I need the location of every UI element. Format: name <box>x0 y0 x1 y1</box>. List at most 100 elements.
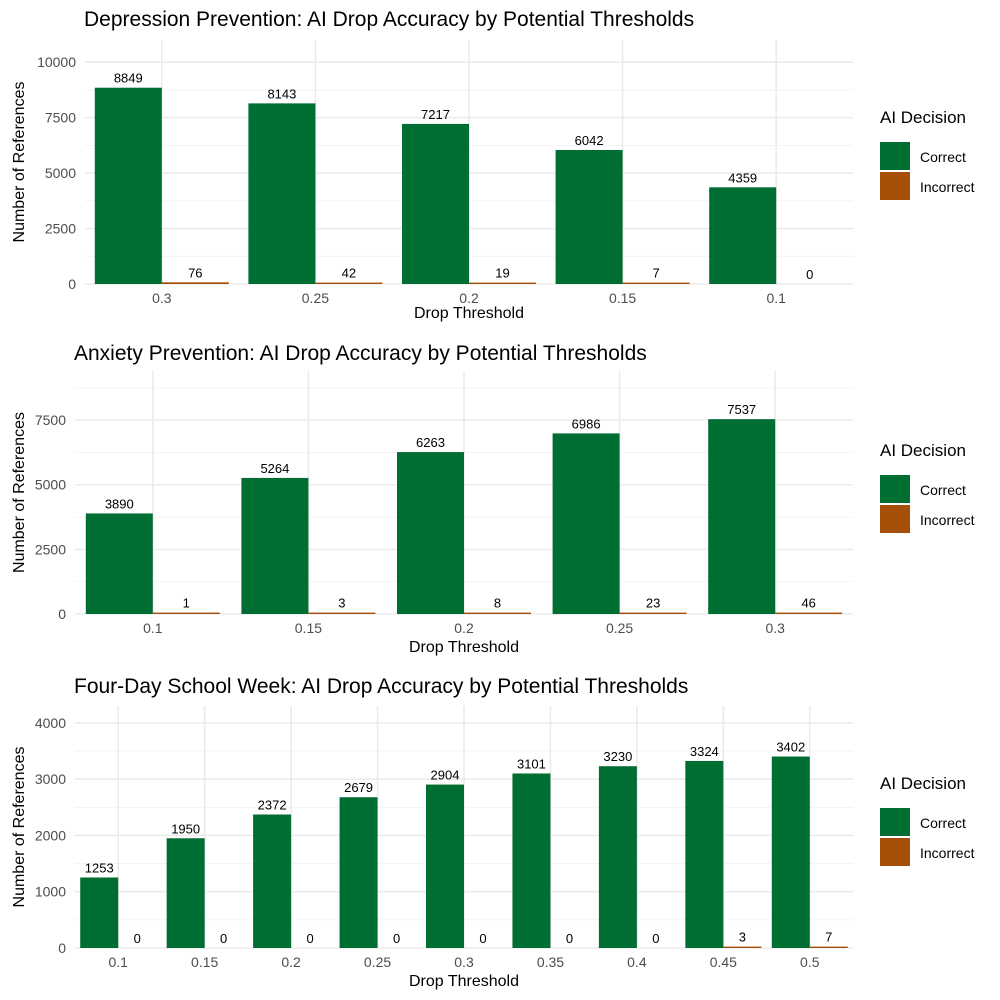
value-label-correct: 3101 <box>517 756 546 771</box>
value-label-correct: 4359 <box>728 170 757 185</box>
bar-correct <box>402 123 469 284</box>
bar-incorrect <box>809 946 848 948</box>
value-label-incorrect: 0 <box>220 931 227 946</box>
value-label-correct: 3230 <box>603 749 632 764</box>
x-tick-label: 0.3 <box>765 620 785 636</box>
y-tick-label: 0 <box>68 276 76 292</box>
bar-correct <box>339 797 378 948</box>
bar-correct <box>685 760 724 948</box>
legend-label-correct: Correct <box>920 815 966 831</box>
bar-correct <box>80 877 119 948</box>
value-label-correct: 8143 <box>267 86 296 101</box>
value-label-correct: 3324 <box>690 744 719 759</box>
chart-title: Depression Prevention: AI Drop Accuracy … <box>84 8 694 31</box>
value-label-correct: 7217 <box>421 107 450 122</box>
bar-incorrect <box>775 612 843 614</box>
y-axis-title: Number of References <box>11 412 28 573</box>
value-label-correct: 2904 <box>431 768 460 783</box>
value-label-incorrect: 23 <box>646 596 660 611</box>
legend-label-incorrect: Incorrect <box>920 179 975 195</box>
x-tick-label: 0.3 <box>454 954 474 970</box>
legend-swatch-incorrect <box>880 172 910 200</box>
y-tick-label: 4000 <box>35 715 66 731</box>
y-axis-title: Number of References <box>11 747 28 908</box>
y-tick-label: 3000 <box>35 771 66 787</box>
bar-correct <box>248 103 316 285</box>
bar-correct <box>166 838 205 948</box>
x-tick-label: 0.2 <box>281 954 301 970</box>
legend: AI Decision Correct Incorrect <box>880 774 975 866</box>
legend-swatch-incorrect <box>880 838 910 866</box>
bar-incorrect <box>315 282 383 284</box>
anxiety-prevention-chart: 0 2500 5000 7500 0.1 0.15 0.2 0.25 0.3 3890 1 5264 3… <box>11 342 975 656</box>
chart-title: Four-Day School Week: AI Drop Accuracy b… <box>74 675 688 698</box>
bar-correct <box>253 814 292 948</box>
x-tick-label: 0.5 <box>800 954 820 970</box>
legend-label-incorrect: Incorrect <box>920 512 975 528</box>
legend-label-correct: Correct <box>920 149 966 165</box>
x-axis-title: Drop Threshold <box>414 305 524 322</box>
x-tick-label: 0.25 <box>364 954 391 970</box>
y-tick-label: 7500 <box>35 412 66 428</box>
bar-correct <box>397 452 464 614</box>
bar-correct <box>709 187 777 284</box>
bar-incorrect <box>723 946 762 948</box>
value-label-correct: 8849 <box>114 71 143 86</box>
bar-incorrect <box>308 612 376 614</box>
bar-incorrect <box>464 612 531 614</box>
x-tick-label: 0.15 <box>609 290 636 306</box>
bar-correct <box>552 433 620 614</box>
y-tick-label: 5000 <box>45 165 76 181</box>
y-axis-title: Number of References <box>11 82 28 243</box>
value-label-incorrect: 1 <box>183 596 190 611</box>
bar-correct <box>426 784 464 948</box>
chart-title: Anxiety Prevention: AI Drop Accuracy by … <box>74 342 647 365</box>
value-label-correct: 5264 <box>260 461 289 476</box>
bar-incorrect <box>161 282 229 284</box>
x-tick-label: 0.2 <box>459 290 479 306</box>
y-tick-label: 7500 <box>45 110 76 126</box>
x-tick-label: 0.1 <box>108 954 128 970</box>
y-tick-label: 10000 <box>37 54 76 70</box>
value-label-correct: 2679 <box>344 780 373 795</box>
value-label-correct: 6263 <box>416 435 445 450</box>
value-label-correct: 6986 <box>572 416 601 431</box>
x-axis-title: Drop Threshold <box>409 973 519 990</box>
x-tick-label: 0.25 <box>302 290 329 306</box>
bar-correct <box>241 477 309 614</box>
y-tick-label: 0 <box>58 606 66 622</box>
legend-label-incorrect: Incorrect <box>920 845 975 861</box>
bar-correct <box>555 149 623 284</box>
legend: AI Decision Correct Incorrect <box>880 108 975 200</box>
value-label-incorrect: 76 <box>188 265 202 280</box>
bar-correct <box>708 419 776 614</box>
value-label-incorrect: 0 <box>134 931 141 946</box>
value-label-correct: 3402 <box>776 740 805 755</box>
bar-correct <box>771 756 810 948</box>
bar-correct <box>94 87 162 284</box>
y-tick-label: 2500 <box>35 541 66 557</box>
x-tick-label: 0.25 <box>606 620 633 636</box>
value-label-correct: 1950 <box>171 821 200 836</box>
y-tick-label: 1000 <box>35 884 66 900</box>
x-axis-title: Drop Threshold <box>409 639 519 656</box>
value-label-incorrect: 7 <box>825 930 832 945</box>
bar-correct <box>598 766 637 948</box>
y-tick-label: 2000 <box>35 827 66 843</box>
value-label-incorrect: 0 <box>393 931 400 946</box>
value-label-incorrect: 8 <box>494 596 501 611</box>
value-label-correct: 3890 <box>105 496 134 511</box>
value-label-incorrect: 0 <box>479 931 486 946</box>
x-tick-label: 0.15 <box>191 954 218 970</box>
value-label-incorrect: 0 <box>652 931 659 946</box>
value-label-correct: 1253 <box>85 860 114 875</box>
bar-incorrect <box>152 612 220 614</box>
bar-correct <box>85 513 153 614</box>
x-tick-label: 0.35 <box>537 954 564 970</box>
x-tick-label: 0.1 <box>766 290 786 306</box>
value-label-incorrect: 42 <box>342 266 356 281</box>
value-label-incorrect: 3 <box>739 930 746 945</box>
legend-swatch-correct <box>880 475 910 503</box>
